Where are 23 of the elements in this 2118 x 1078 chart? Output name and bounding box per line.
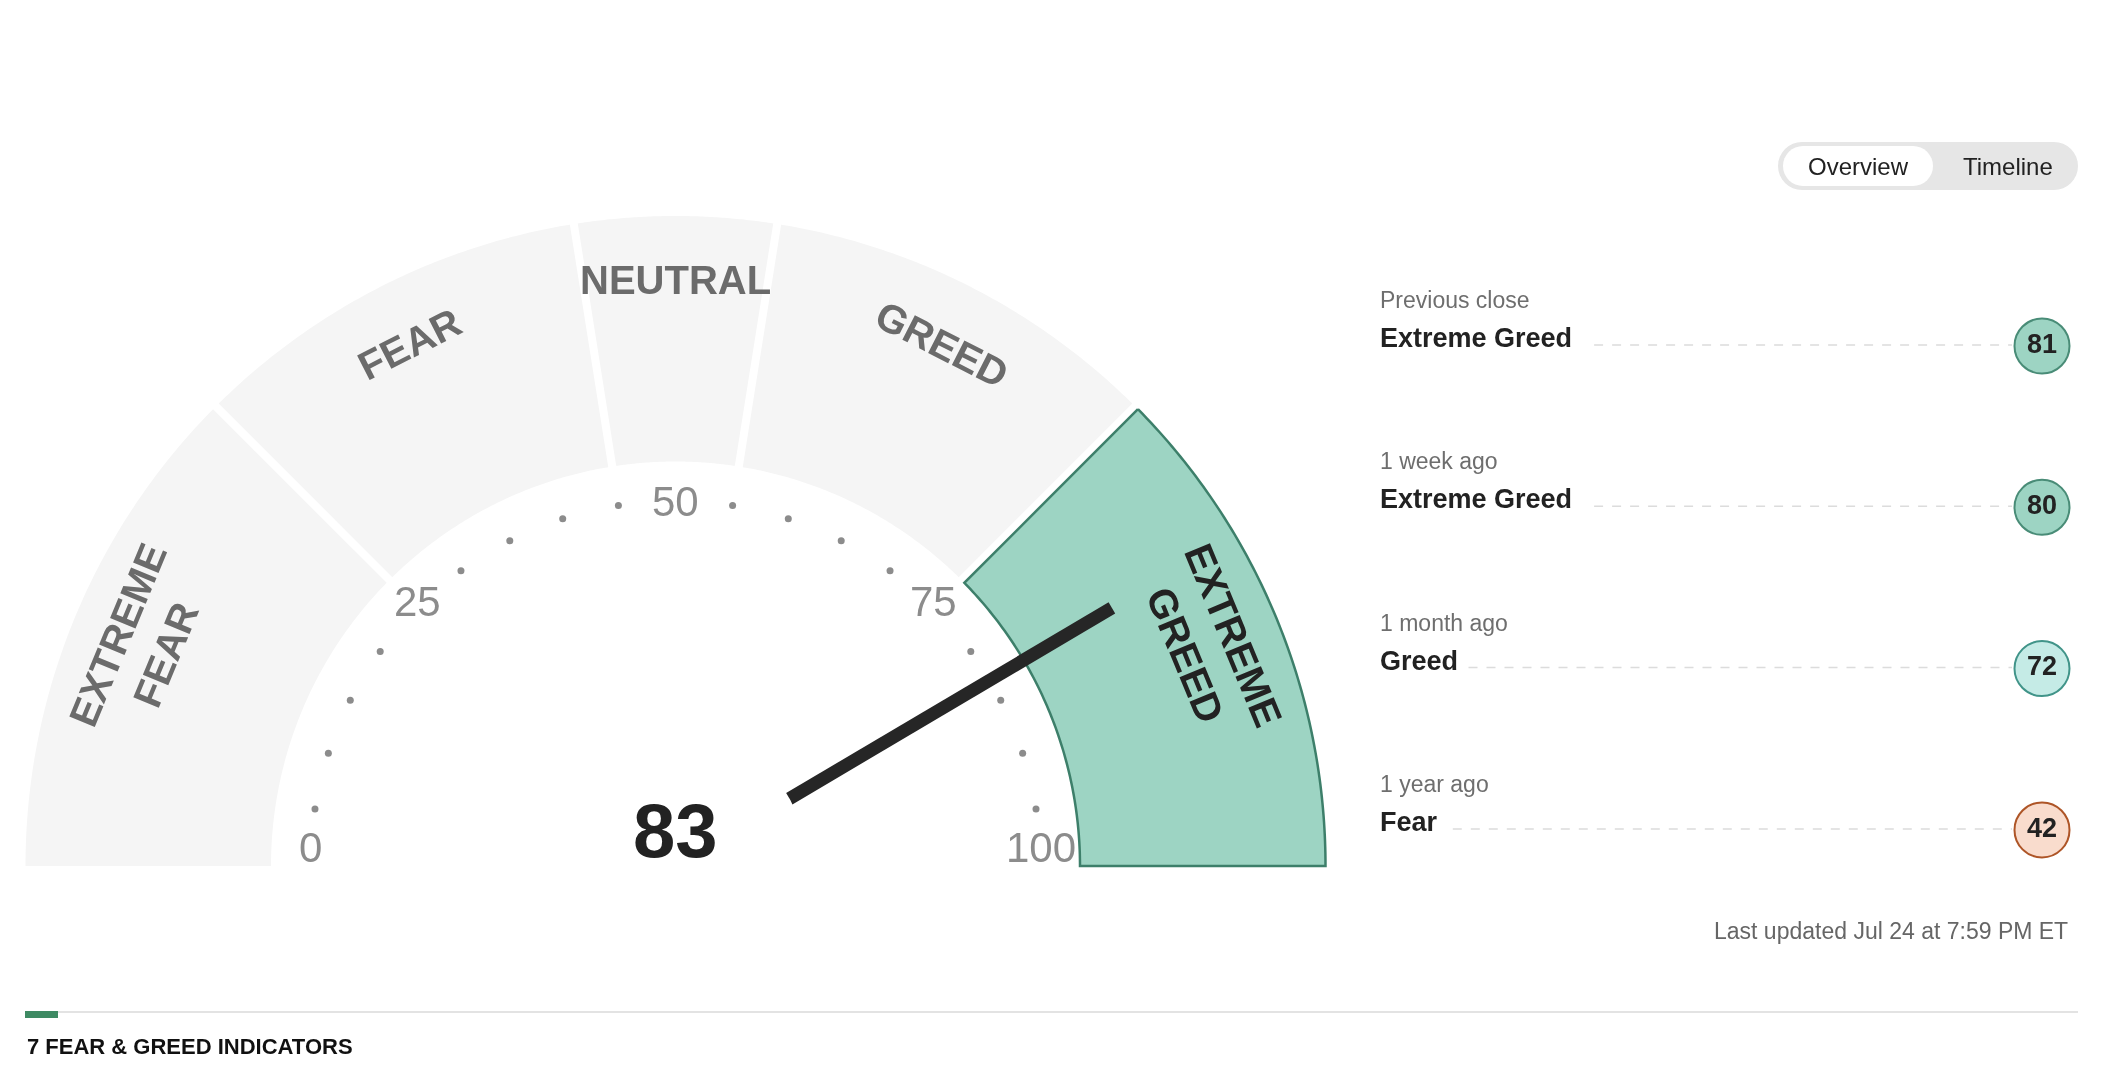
data-label: 80	[2026, 490, 2058, 521]
data-label: 81	[2026, 328, 2058, 359]
text: Greed	[1380, 646, 1459, 676]
category-label: Previous close	[1380, 287, 1530, 313]
slice-label: NEUTRAL	[580, 258, 772, 302]
text: 100	[1006, 824, 1077, 871]
text: 83	[633, 788, 718, 873]
text: Extreme Greed	[1380, 323, 1573, 353]
text: Fear	[1380, 807, 1438, 837]
category-label: Timeline	[1963, 153, 2053, 180]
text: Last updated Jul 24 at 7:59 PM ET	[1714, 918, 2069, 944]
text: Extreme Greed	[1380, 484, 1573, 514]
category-label: 1 year ago	[1380, 771, 1489, 797]
text: 75	[910, 578, 957, 625]
text: 25	[394, 578, 441, 625]
category-label: Overview	[1808, 153, 1909, 180]
data-label: 72	[2026, 651, 2058, 682]
category-label: 1 week ago	[1380, 448, 1498, 474]
data-label: 42	[2026, 812, 2058, 843]
text: 7 FEAR & GREED INDICATORS	[27, 1034, 353, 1059]
text: 0	[299, 824, 323, 871]
text: 50	[652, 478, 699, 525]
category-label: 1 month ago	[1380, 610, 1508, 636]
